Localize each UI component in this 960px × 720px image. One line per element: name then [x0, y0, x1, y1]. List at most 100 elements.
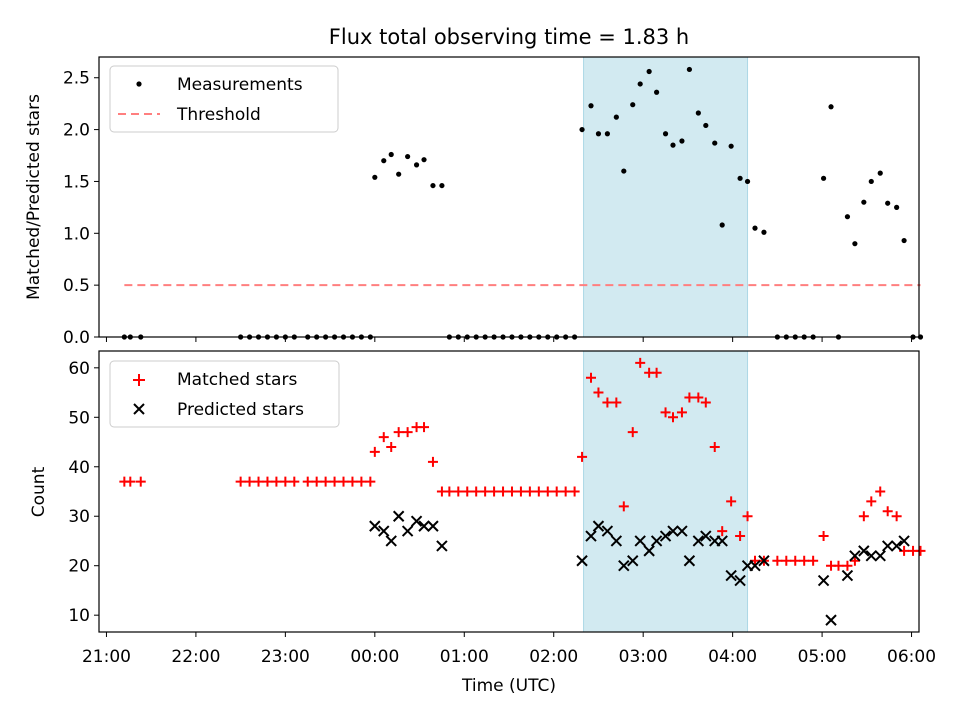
matched-star-point — [135, 476, 146, 487]
bottom-x-ticks: 21:00 22:00 23:00 00:00 01:00 02:00 03:00 04:00… — [82, 632, 936, 667]
measurement-point — [613, 114, 619, 120]
matched-star-point — [849, 555, 860, 566]
measurement-point — [894, 204, 900, 210]
x-tick-label: 05:00 — [798, 647, 847, 667]
matched-star-point — [235, 476, 246, 487]
matched-star-point — [875, 486, 886, 497]
predicted-star-point — [410, 515, 423, 527]
legend-plus-marker — [133, 374, 145, 386]
measurement-point — [421, 157, 427, 163]
bottom-legend-box — [109, 360, 340, 428]
predicted-star-point — [692, 535, 705, 547]
matched-star-point — [684, 392, 695, 403]
matched-star-point — [772, 555, 783, 566]
measurement-point — [728, 143, 734, 149]
matched-star-point — [480, 486, 491, 497]
bottom-axes-frame — [98, 350, 920, 633]
y-tick-label: 2.0 — [63, 121, 90, 141]
measurement-point — [737, 175, 743, 181]
predicted-star-point — [427, 520, 439, 532]
y-tick-label: 60 — [68, 359, 90, 379]
predicted-star-point — [881, 540, 894, 552]
predicted-star-point — [401, 525, 414, 537]
y-tick-label: 30 — [68, 507, 90, 527]
x-tick-label: 01:00 — [440, 647, 489, 667]
matched-star-point — [833, 560, 844, 571]
matched-star-point — [365, 476, 376, 487]
measurement-point — [654, 89, 660, 95]
matched-star-point — [818, 531, 829, 542]
matched-star-point — [506, 486, 517, 497]
matched-star-points — [119, 357, 926, 571]
measurement-point — [381, 158, 387, 164]
matched-star-point — [593, 387, 604, 398]
measurement-point — [430, 182, 436, 189]
predicted-star-point — [601, 525, 614, 537]
measurement-point — [686, 66, 693, 73]
x-tick-label: 21:00 — [82, 647, 131, 667]
matched-star-point — [393, 427, 404, 438]
y-tick-label: 1.0 — [63, 224, 90, 244]
y-tick-label: 0.0 — [63, 328, 90, 348]
predicted-star-point — [676, 525, 688, 537]
matched-star-point — [515, 486, 526, 497]
matched-star-point — [329, 476, 340, 487]
measurement-point — [604, 131, 611, 137]
highlight-span — [583, 350, 749, 633]
matched-star-point — [125, 476, 136, 487]
matched-star-point — [569, 486, 580, 497]
matched-star-point — [602, 397, 613, 408]
matched-star-point — [347, 476, 358, 487]
matched-star-point — [253, 476, 264, 487]
measurement-point — [405, 153, 411, 160]
legend-label-measurements: Measurements — [177, 75, 303, 95]
matched-star-point — [808, 555, 819, 566]
measurement-point — [901, 237, 907, 244]
highlight-span — [583, 56, 749, 338]
matched-star-point — [524, 486, 535, 497]
predicted-star-point — [659, 530, 672, 542]
matched-star-point — [560, 486, 571, 497]
matched-star-point — [280, 476, 291, 487]
matched-star-point — [842, 560, 853, 571]
measurement-point — [439, 182, 445, 189]
measurement-point — [868, 178, 874, 185]
matched-star-point — [302, 476, 313, 487]
matched-star-point — [262, 476, 273, 487]
predicted-star-point — [858, 545, 870, 557]
measurement-point — [719, 222, 725, 228]
matched-star-point — [858, 511, 869, 522]
predicted-star-point — [667, 525, 679, 537]
measurement-point — [820, 175, 827, 181]
x-tick-label: 00:00 — [350, 647, 399, 667]
matched-star-point — [668, 412, 678, 423]
matched-star-point — [378, 432, 389, 443]
matched-star-point — [498, 486, 509, 497]
matched-star-point — [338, 476, 349, 487]
predicted-star-point — [890, 540, 903, 552]
predicted-star-point — [627, 555, 639, 567]
predicted-star-point — [700, 530, 712, 542]
predicted-star-points — [369, 510, 910, 626]
predicted-star-point — [610, 535, 623, 547]
matched-star-point — [311, 476, 322, 487]
measurement-point — [662, 131, 669, 137]
predicted-star-point — [618, 560, 630, 572]
x-tick-label: 03:00 — [619, 647, 668, 667]
measurement-point — [744, 178, 751, 185]
legend-label-predicted: Predicted stars — [177, 400, 304, 420]
predicted-star-point — [418, 520, 430, 532]
matched-star-point — [551, 486, 562, 497]
predicted-star-point — [592, 520, 605, 532]
measurement-point — [679, 138, 685, 144]
top-y-axis-label: Matched/Predicted stars — [24, 94, 44, 300]
measurement-point — [595, 131, 602, 137]
matched-star-point — [742, 511, 753, 522]
matched-star-point — [419, 422, 430, 433]
predicted-star-point — [576, 555, 588, 567]
measurement-point — [588, 103, 594, 109]
matched-star-point — [320, 476, 331, 487]
matched-star-point — [676, 407, 687, 418]
matched-star-point — [533, 486, 544, 497]
measurement-point — [695, 110, 701, 116]
